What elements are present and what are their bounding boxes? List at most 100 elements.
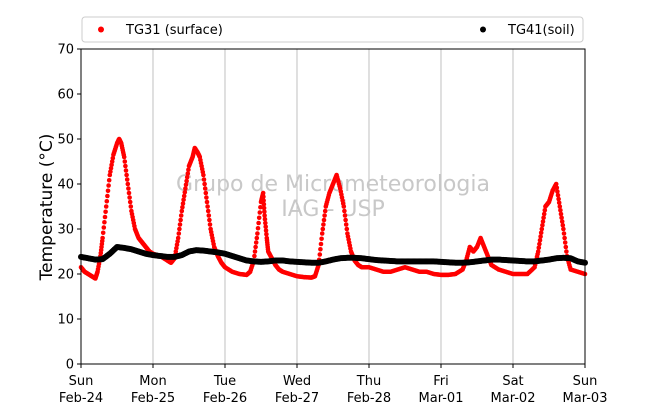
data-point <box>343 222 349 227</box>
data-point <box>124 177 130 182</box>
data-point <box>183 186 188 191</box>
data-point <box>536 245 542 251</box>
data-point <box>319 236 324 242</box>
data-point <box>181 197 186 203</box>
data-point <box>202 186 208 191</box>
data-point <box>253 240 259 245</box>
data-point <box>342 208 347 214</box>
data-point <box>127 199 133 205</box>
y-tick-label: 0 <box>66 358 74 373</box>
data-point <box>342 213 348 218</box>
data-point <box>205 204 210 209</box>
data-point <box>322 208 328 214</box>
data-point <box>177 226 182 232</box>
data-point <box>535 249 541 254</box>
x-tick-label-date: Feb-28 <box>347 391 391 406</box>
data-point <box>561 231 567 236</box>
data-point <box>261 194 266 200</box>
data-point <box>318 241 324 247</box>
data-point <box>553 181 559 187</box>
data-point <box>557 204 563 209</box>
data-point <box>102 219 107 225</box>
data-point <box>128 204 134 209</box>
data-point <box>204 195 209 200</box>
data-point <box>258 204 263 210</box>
data-point <box>260 190 266 196</box>
legend-label: TG41(soil) <box>507 23 575 38</box>
data-point <box>201 172 206 178</box>
data-point <box>263 228 269 233</box>
data-point <box>558 211 564 217</box>
data-point <box>539 226 545 232</box>
data-point <box>540 222 545 228</box>
data-point <box>184 178 189 184</box>
data-point <box>207 222 213 227</box>
data-point <box>262 209 267 215</box>
data-point <box>321 217 327 223</box>
data-point <box>561 226 566 232</box>
data-point <box>183 182 189 188</box>
data-point <box>252 249 258 254</box>
data-point <box>104 198 110 204</box>
data-point <box>562 235 567 241</box>
data-point <box>103 204 109 209</box>
data-point <box>261 205 267 211</box>
data-point <box>105 193 110 199</box>
series-points <box>78 136 588 281</box>
data-point <box>178 217 183 223</box>
data-point <box>255 231 260 236</box>
data-point <box>322 213 327 218</box>
data-point <box>542 207 548 213</box>
data-point <box>560 222 566 228</box>
data-point <box>121 154 127 160</box>
y-tick-label: 60 <box>57 88 74 103</box>
data-point <box>176 231 182 236</box>
y-tick-label: 20 <box>57 268 74 283</box>
data-point <box>201 177 207 182</box>
data-point <box>320 226 326 232</box>
data-point <box>106 183 111 188</box>
data-point <box>105 188 111 194</box>
x-tick-label-day: Sun <box>573 374 598 389</box>
data-point <box>123 168 129 173</box>
data-point <box>343 217 348 223</box>
y-tick-label: 10 <box>57 313 74 328</box>
y-tick-label: 40 <box>57 178 74 193</box>
data-point <box>179 208 185 214</box>
data-point <box>180 204 185 210</box>
data-point <box>252 253 257 259</box>
data-point <box>317 252 323 257</box>
data-point <box>101 225 107 230</box>
data-point <box>263 220 268 226</box>
data-point <box>537 241 542 247</box>
y-tick-label: 70 <box>57 43 74 58</box>
data-point <box>318 246 323 252</box>
data-point <box>556 196 561 202</box>
data-point <box>186 167 191 173</box>
data-point <box>175 235 181 241</box>
data-point <box>344 226 350 232</box>
data-point <box>127 195 132 200</box>
data-point <box>181 193 187 199</box>
data-point <box>256 215 262 221</box>
data-point <box>206 213 212 218</box>
x-tick-label-date: Feb-27 <box>275 391 319 406</box>
data-point <box>100 230 106 236</box>
x-tick-label-date: Mar-03 <box>563 391 608 406</box>
watermark-line-2: IAG - USP <box>281 197 384 222</box>
data-point <box>257 210 263 215</box>
y-axis-label: Temperature (°C) <box>37 134 57 282</box>
data-point <box>559 219 565 224</box>
y-axis: 0 10 20 30 40 50 60 70 <box>57 43 81 373</box>
data-point <box>562 240 568 245</box>
data-point <box>262 216 268 222</box>
data-point <box>180 201 186 206</box>
data-point <box>253 244 258 250</box>
data-point <box>204 199 210 205</box>
x-tick-label-day: Thu <box>356 374 381 389</box>
data-point <box>559 215 564 221</box>
data-point <box>103 209 108 215</box>
data-point <box>262 213 267 218</box>
